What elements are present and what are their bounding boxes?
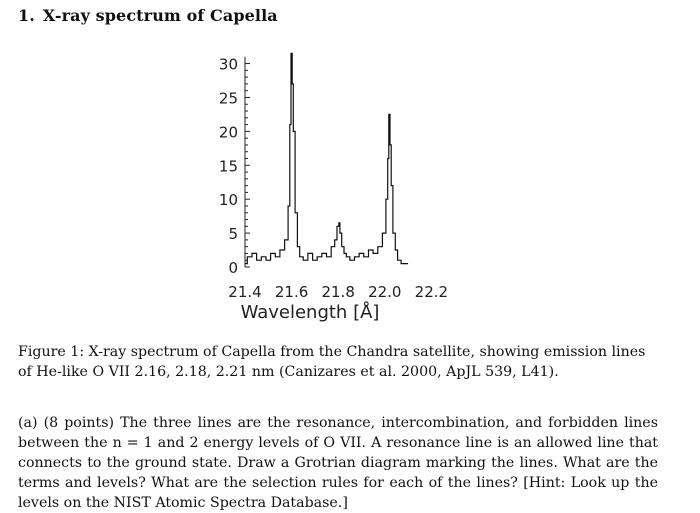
y-tick-label: 5 [228,225,238,243]
y-ticks: 0 5 10 15 20 25 30 [219,56,250,277]
x-tick-label: 22.2 [415,283,448,301]
section-number: 1. [18,6,35,25]
x-tick-label: 21.4 [228,283,261,301]
spectrum-line [245,52,409,265]
x-axis-label: Wavelength [Å] [241,301,380,323]
y-tick-label: 20 [219,123,238,141]
y-tick-label: 10 [219,191,238,209]
figure-caption: Figure 1: X-ray spectrum of Capella from… [18,342,658,382]
question-a: (a) (8 points) The three lines are the r… [18,415,658,511]
y-tick-label: 15 [219,157,238,175]
section-heading: 1. X-ray spectrum of Capella [18,6,278,25]
spectrum-chart: 0 5 10 15 20 25 30 21.4 21.6 21.8 22.0 22.2 Wavele… [219,52,448,323]
y-tick-label: 25 [219,89,238,107]
x-ticks: 21.4 21.6 21.8 22.0 22.2 [228,283,448,301]
caption-text: X-ray spectrum of Capella from the Chand… [18,344,646,380]
section-title: X-ray spectrum of Capella [42,6,278,25]
caption-prefix: Figure 1: [18,344,89,360]
y-tick-label: 0 [228,259,238,277]
x-tick-label: 22.0 [368,283,401,301]
x-tick-label: 21.8 [321,283,354,301]
y-tick-label: 30 [219,56,238,74]
x-tick-label: 21.6 [275,283,308,301]
